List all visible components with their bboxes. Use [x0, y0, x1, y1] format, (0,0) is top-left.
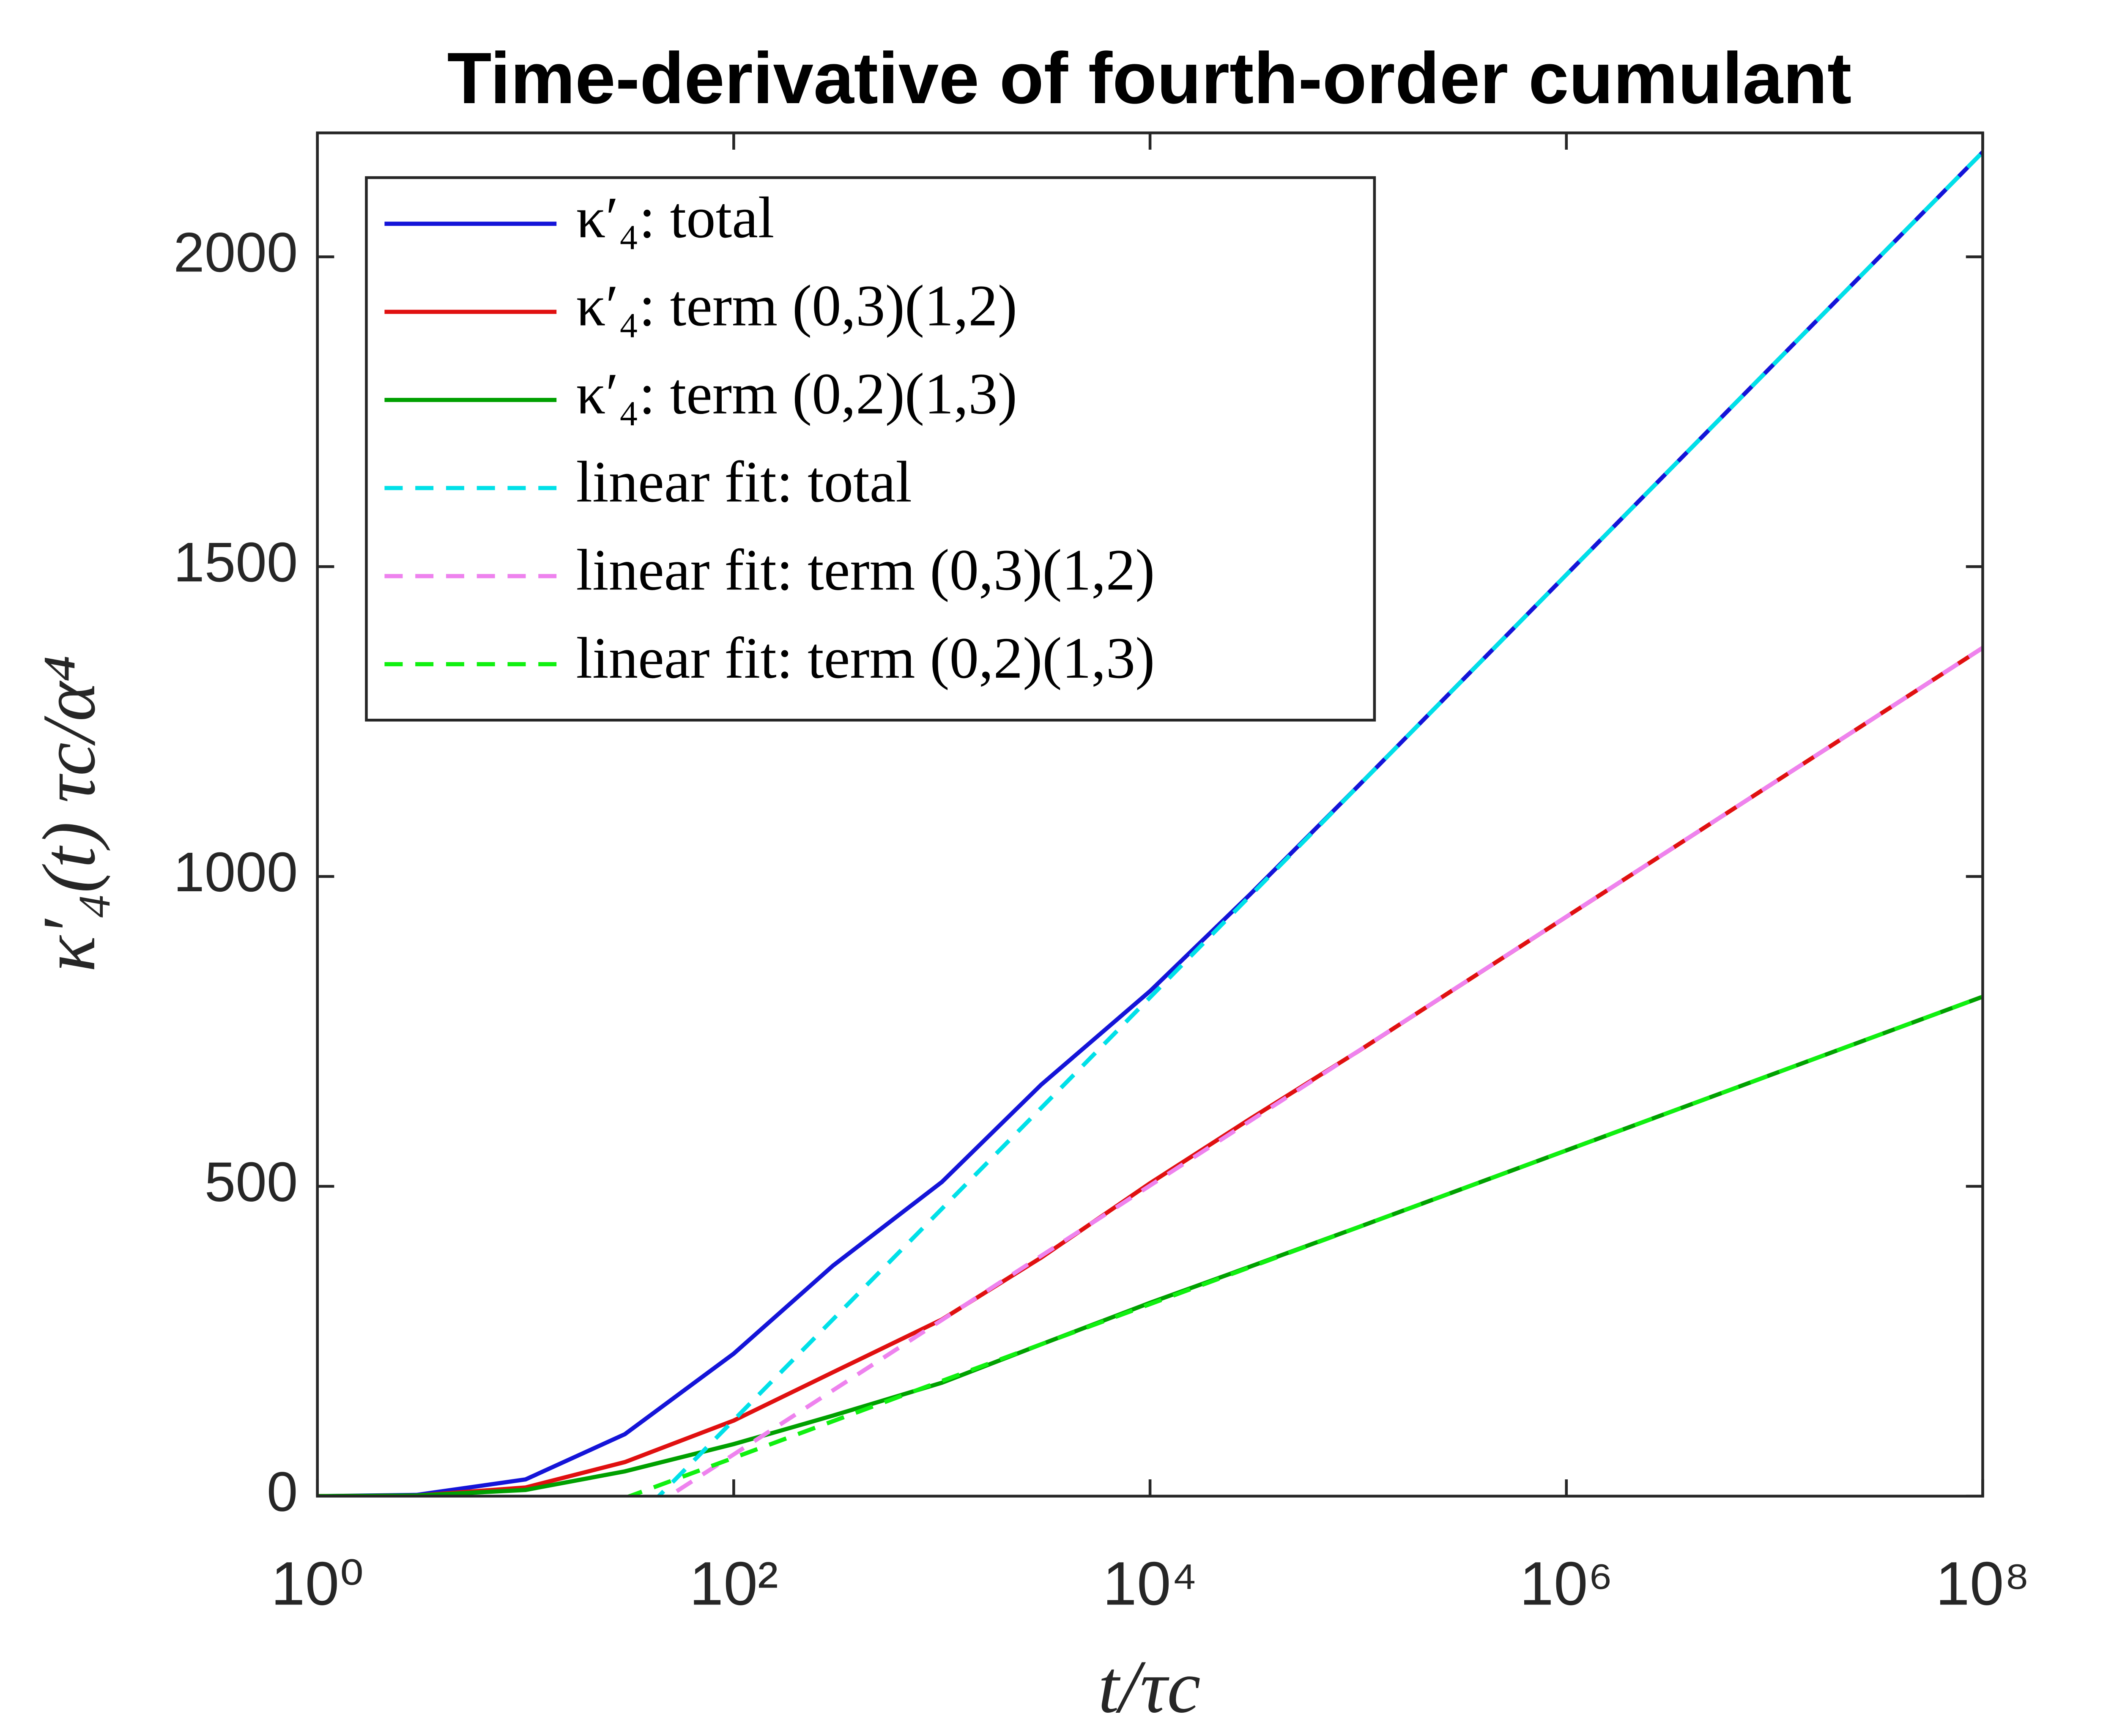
x-tick-label: 10⁰	[271, 1549, 364, 1618]
plot-area	[317, 151, 1983, 1496]
y-tick-label: 0	[267, 1461, 298, 1523]
x-tick-label: 10⁶	[1520, 1549, 1613, 1618]
legend-label: linear fit: term (0,3)(1,2)	[576, 537, 1155, 602]
chart-title: Time-derivative of fourth-order cumulant	[447, 38, 1852, 119]
legend-label: κ′₄: total	[576, 185, 775, 250]
series-line	[656, 151, 1983, 1496]
legend-label: linear fit: total	[576, 449, 912, 515]
legend-label: linear fit: term (0,2)(1,3)	[576, 626, 1155, 691]
y-tick-label: 1500	[173, 531, 298, 594]
x-tick-label: 10²	[689, 1549, 778, 1618]
y-tick-label: 1000	[173, 841, 298, 904]
y-tick-label: 500	[205, 1151, 298, 1213]
x-tick-label: 10⁴	[1103, 1549, 1197, 1618]
series-line	[624, 994, 1983, 1496]
y-axis-label: κ′₄(t) τc/α⁴	[27, 655, 111, 972]
legend-label: κ′₄: term (0,3)(1,2)	[576, 273, 1017, 338]
legend-box	[365, 176, 1376, 722]
series-line	[665, 646, 1983, 1496]
series-line	[317, 151, 1983, 1496]
legend-label: κ′₄: term (0,2)(1,3)	[576, 361, 1017, 427]
x-tick-label: 10⁸	[1936, 1549, 2030, 1618]
y-tick-label: 2000	[173, 221, 298, 284]
x-axis-label: t/τc	[1098, 1645, 1200, 1728]
legend: κ′₄: total κ′₄: term (0,3)(1,2) κ′₄: term …	[365, 176, 1376, 722]
